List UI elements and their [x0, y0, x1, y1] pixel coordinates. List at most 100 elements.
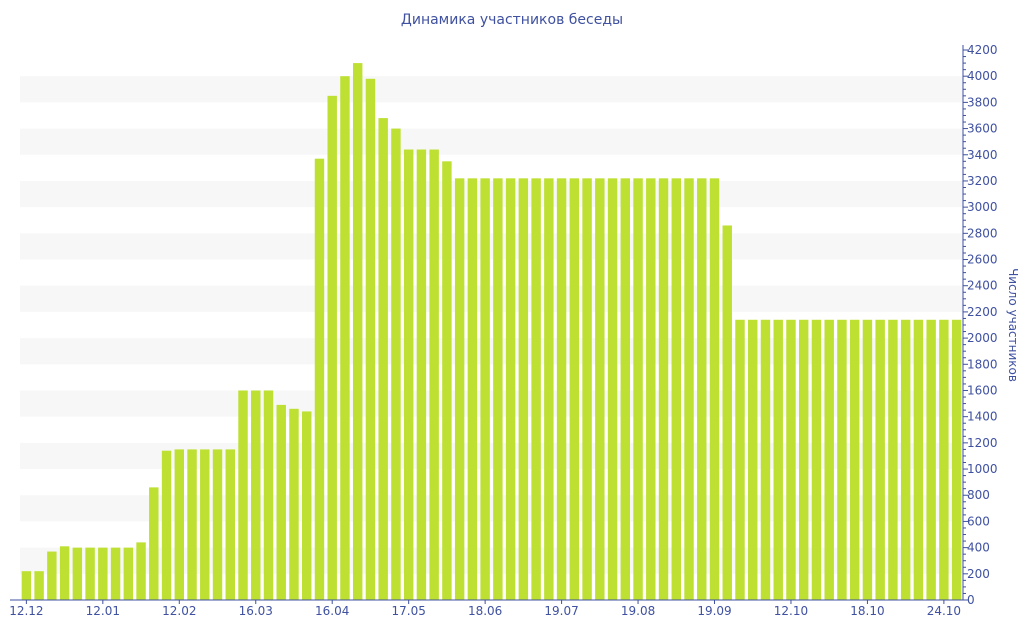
bar[interactable] — [161, 450, 172, 600]
bar[interactable] — [518, 178, 529, 601]
bar[interactable] — [238, 390, 248, 600]
bar[interactable] — [926, 319, 936, 600]
bar[interactable] — [633, 178, 643, 601]
bar[interactable] — [225, 449, 235, 600]
bar[interactable] — [709, 178, 720, 601]
bar[interactable] — [888, 319, 898, 600]
bar[interactable] — [875, 319, 885, 600]
bar[interactable] — [913, 319, 924, 600]
bar[interactable] — [505, 178, 516, 601]
y-tick-label: 2400 — [967, 279, 998, 293]
bar[interactable] — [85, 547, 95, 600]
bar[interactable] — [544, 178, 554, 601]
bar[interactable] — [327, 95, 337, 600]
bar[interactable] — [391, 128, 401, 601]
y-axis-label: Число участников — [1006, 268, 1020, 382]
x-tick-label: 12.10 — [774, 604, 808, 618]
grid-band — [20, 338, 963, 365]
bar[interactable] — [939, 319, 949, 600]
bar[interactable] — [467, 178, 478, 601]
bar[interactable] — [429, 149, 439, 600]
bar[interactable] — [607, 178, 618, 601]
bar[interactable] — [684, 178, 694, 601]
grid-band — [20, 285, 963, 312]
bar[interactable] — [531, 178, 541, 601]
y-tick-label: 600 — [967, 514, 990, 528]
bar[interactable] — [556, 178, 567, 601]
bar[interactable] — [302, 411, 312, 600]
bar[interactable] — [748, 319, 758, 600]
bar[interactable] — [646, 178, 656, 601]
bar[interactable] — [658, 178, 669, 601]
y-tick-label: 4000 — [967, 69, 998, 83]
x-tick-label: 19.09 — [697, 604, 731, 618]
bar[interactable] — [493, 178, 503, 601]
bar[interactable] — [174, 449, 185, 600]
bar[interactable] — [378, 118, 388, 600]
bar[interactable] — [837, 319, 847, 600]
y-tick-label: 4200 — [967, 43, 998, 57]
bar[interactable] — [824, 319, 834, 600]
y-tick-label: 3800 — [967, 95, 998, 109]
bar[interactable] — [352, 63, 363, 601]
bar[interactable] — [251, 390, 261, 600]
bar[interactable] — [123, 547, 134, 600]
x-tick-label: 18.06 — [468, 604, 502, 618]
bar[interactable] — [34, 571, 44, 600]
bar[interactable] — [149, 487, 159, 600]
y-tick-label: 3000 — [967, 200, 998, 214]
bar[interactable] — [59, 546, 70, 600]
chart-title: Динамика участников беседы — [400, 12, 624, 28]
bar[interactable] — [480, 178, 490, 601]
bar[interactable] — [314, 158, 325, 600]
y-tick-label: 1600 — [967, 383, 998, 397]
x-tick-label: 12.01 — [86, 604, 120, 618]
bar[interactable] — [862, 319, 873, 600]
bar[interactable] — [786, 319, 796, 600]
bar[interactable] — [289, 408, 299, 600]
bar[interactable] — [21, 571, 32, 600]
bar[interactable] — [72, 547, 83, 600]
bar[interactable] — [98, 547, 108, 600]
bar[interactable] — [47, 551, 57, 600]
bar[interactable] — [136, 542, 146, 600]
y-tick-label: 3400 — [967, 148, 998, 162]
bar[interactable] — [582, 178, 592, 601]
bar[interactable] — [263, 390, 274, 600]
y-tick-label: 1000 — [967, 462, 998, 476]
bar[interactable] — [200, 449, 210, 600]
bar[interactable] — [798, 319, 809, 600]
bar[interactable] — [760, 319, 771, 600]
y-tick-label: 2600 — [967, 253, 998, 267]
bar[interactable] — [620, 178, 631, 601]
bar[interactable] — [951, 319, 962, 600]
bar[interactable] — [442, 161, 452, 601]
x-tick-label: 19.08 — [621, 604, 655, 618]
bar[interactable] — [276, 404, 286, 600]
bar[interactable] — [900, 319, 911, 600]
bar[interactable] — [454, 178, 465, 601]
bar[interactable] — [212, 449, 223, 600]
bar[interactable] — [595, 178, 605, 601]
bar[interactable] — [697, 178, 707, 601]
grid-band — [20, 547, 963, 574]
bar[interactable] — [340, 76, 350, 600]
x-tick-label: 24.10 — [927, 604, 961, 618]
bar[interactable] — [365, 78, 376, 601]
bar[interactable] — [722, 225, 732, 600]
y-tick-label: 400 — [967, 541, 990, 555]
x-tick-label: 12.02 — [162, 604, 196, 618]
bar[interactable] — [569, 178, 580, 601]
bar[interactable] — [735, 319, 745, 600]
bar[interactable] — [187, 449, 197, 600]
x-tick-label: 12.12 — [9, 604, 43, 618]
bar[interactable] — [110, 547, 121, 600]
bar[interactable] — [811, 319, 822, 600]
bar[interactable] — [403, 149, 414, 600]
bar[interactable] — [849, 319, 860, 600]
y-tick-label: 800 — [967, 488, 990, 502]
bar[interactable] — [416, 149, 427, 600]
bar[interactable] — [671, 178, 681, 601]
bar[interactable] — [773, 319, 783, 600]
